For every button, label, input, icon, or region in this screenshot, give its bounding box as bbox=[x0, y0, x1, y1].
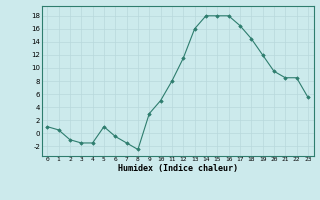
X-axis label: Humidex (Indice chaleur): Humidex (Indice chaleur) bbox=[118, 164, 237, 173]
